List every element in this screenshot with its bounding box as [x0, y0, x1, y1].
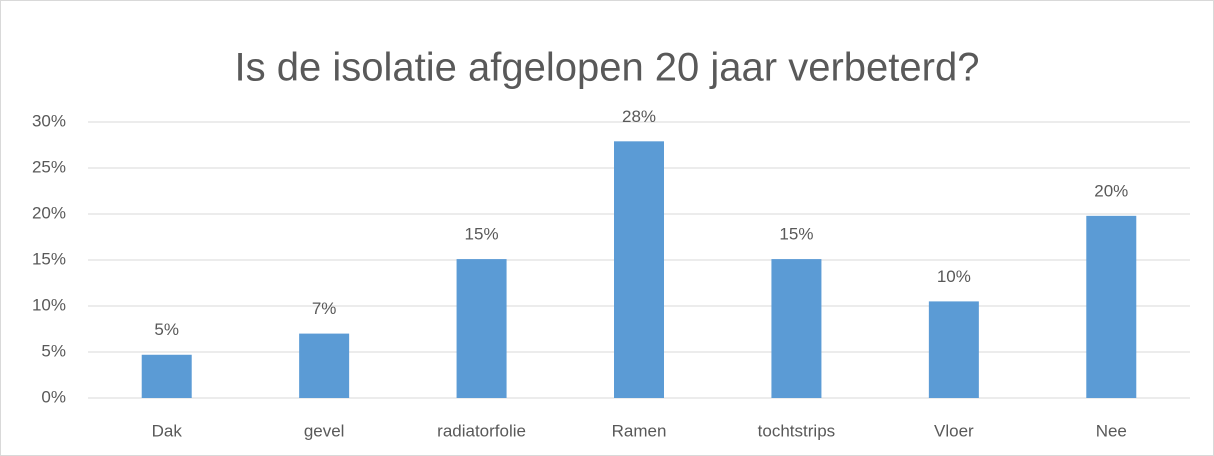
y-tick-label: 0%: [41, 387, 66, 406]
x-tick-label: Ramen: [612, 421, 667, 440]
bar: [141, 354, 192, 398]
x-tick-label: Dak: [152, 421, 183, 440]
chart-title: Is de isolatie afgelopen 20 jaar verbete…: [235, 46, 980, 90]
value-label: 7%: [312, 299, 337, 318]
y-tick-label: 20%: [32, 203, 66, 222]
y-tick-label: 5%: [41, 341, 66, 360]
bar: [928, 301, 979, 398]
value-label: 15%: [779, 225, 813, 244]
bar: [299, 333, 350, 398]
value-label: 5%: [154, 320, 179, 339]
x-tick-label: Vloer: [934, 421, 974, 440]
bar: [771, 259, 822, 398]
bar: [614, 141, 664, 398]
x-tick-label: gevel: [304, 421, 345, 440]
x-tick-label: tochtstrips: [758, 421, 835, 440]
y-tick-label: 25%: [32, 157, 66, 176]
bar: [456, 259, 507, 398]
x-tick-label: Nee: [1096, 421, 1127, 440]
bar: [1086, 215, 1137, 398]
y-tick-label: 30%: [32, 111, 66, 130]
value-label: 28%: [622, 107, 656, 126]
value-label: 20%: [1094, 181, 1128, 200]
y-tick-label: 10%: [32, 295, 66, 314]
y-tick-label: 15%: [32, 249, 66, 268]
value-label: 15%: [465, 225, 499, 244]
x-tick-label: radiatorfolie: [437, 421, 526, 440]
value-label: 10%: [937, 267, 971, 286]
